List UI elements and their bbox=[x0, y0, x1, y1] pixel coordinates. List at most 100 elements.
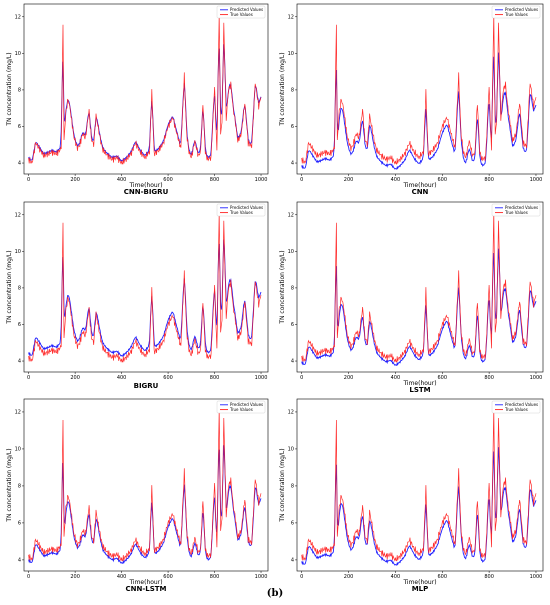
legend-box bbox=[491, 5, 541, 19]
legend-entry-predicted: Predicted Values bbox=[230, 205, 263, 210]
chart-panel-4: 0 200 400 600 800 1000 4 6 8 10 12 Time(hour) TN con… bbox=[279, 201, 544, 394]
legend-entry-true: True Values bbox=[504, 12, 528, 17]
y-axis-label: TN concentration (mg/L) bbox=[279, 250, 286, 324]
x-tick-label: 200 bbox=[70, 177, 80, 183]
x-tick-label: 800 bbox=[484, 375, 494, 381]
y-tick-label: 12 bbox=[288, 410, 294, 416]
x-tick-label: 400 bbox=[117, 177, 127, 183]
y-tick-label: 6 bbox=[18, 521, 21, 527]
y-tick-label: 6 bbox=[291, 124, 294, 130]
y-tick-label: 4 bbox=[18, 558, 21, 564]
x-tick-label: 0 bbox=[27, 177, 30, 183]
legend-box bbox=[216, 400, 266, 414]
x-tick-label: 600 bbox=[163, 574, 173, 580]
x-tick-label: 400 bbox=[391, 375, 401, 381]
x-tick-label: 600 bbox=[163, 375, 173, 381]
y-axis-label: TN concentration (mg/L) bbox=[6, 52, 13, 126]
legend-entry-predicted: Predicted Values bbox=[505, 7, 538, 12]
chart-panel-6: 0 200 400 600 800 1000 4 6 8 10 12 Time(hour) TN con… bbox=[279, 398, 544, 593]
x-tick-label: 1000 bbox=[530, 574, 543, 580]
y-tick-label: 12 bbox=[15, 212, 21, 218]
x-tick-label: 1000 bbox=[530, 375, 543, 381]
y-tick-label: 12 bbox=[288, 14, 294, 20]
y-tick-label: 4 bbox=[291, 161, 294, 167]
legend-entry-predicted: Predicted Values bbox=[505, 205, 538, 210]
y-tick-label: 10 bbox=[288, 249, 294, 255]
legend-entry-predicted: Predicted Values bbox=[230, 7, 263, 12]
y-tick-label: 8 bbox=[18, 88, 21, 94]
figure-label: (b) bbox=[266, 588, 284, 599]
y-axis-label: TN concentration (mg/L) bbox=[279, 448, 286, 522]
legend-entry-true: True Values bbox=[229, 407, 253, 412]
x-tick-label: 1000 bbox=[255, 574, 268, 580]
legend-entry-true: True Values bbox=[229, 210, 253, 215]
x-tick-label: 1000 bbox=[530, 177, 543, 183]
y-tick-label: 4 bbox=[18, 359, 21, 365]
x-tick-label: 800 bbox=[484, 177, 494, 183]
plot-frame bbox=[23, 201, 269, 373]
plot-frame bbox=[296, 201, 544, 373]
chart-panel-5: 0 200 400 600 800 1000 4 6 8 10 12 Time(hour) TN con… bbox=[6, 398, 269, 593]
legend-entry-true: True Values bbox=[504, 407, 528, 412]
y-tick-label: 8 bbox=[291, 286, 294, 292]
x-tick-label: 0 bbox=[27, 574, 30, 580]
y-tick-label: 12 bbox=[288, 212, 294, 218]
true-series-line bbox=[28, 211, 262, 363]
true-series-line bbox=[301, 211, 537, 363]
y-tick-label: 4 bbox=[291, 558, 294, 564]
plot-frame bbox=[23, 3, 269, 175]
y-tick-label: 6 bbox=[291, 521, 294, 527]
y-tick-label: 4 bbox=[18, 161, 21, 167]
panel-caption: CNN bbox=[412, 188, 429, 196]
true-series-line bbox=[301, 408, 537, 562]
x-tick-label: 0 bbox=[300, 574, 303, 580]
x-tick-label: 200 bbox=[70, 375, 80, 381]
plot-frame bbox=[296, 3, 544, 175]
y-tick-label: 12 bbox=[15, 14, 21, 20]
chart-panel-3: 0 200 400 600 800 1000 4 6 8 10 12 TN concentration… bbox=[6, 201, 269, 390]
legend-entry-predicted: Predicted Values bbox=[505, 402, 538, 407]
y-tick-label: 8 bbox=[291, 88, 294, 94]
legend-box bbox=[216, 5, 266, 19]
y-tick-label: 12 bbox=[15, 410, 21, 416]
panel-caption: CNN-BIGRU bbox=[124, 188, 169, 196]
y-axis-label: TN concentration (mg/L) bbox=[6, 250, 13, 324]
y-tick-label: 10 bbox=[288, 51, 294, 57]
x-tick-label: 0 bbox=[27, 375, 30, 381]
x-tick-label: 200 bbox=[344, 375, 354, 381]
x-tick-label: 600 bbox=[437, 177, 447, 183]
y-tick-label: 6 bbox=[18, 322, 21, 328]
legend-entry-true: True Values bbox=[229, 12, 253, 17]
x-tick-label: 600 bbox=[437, 375, 447, 381]
y-tick-label: 4 bbox=[291, 359, 294, 365]
x-tick-label: 0 bbox=[300, 375, 303, 381]
y-tick-label: 8 bbox=[291, 484, 294, 490]
panel-caption: LSTM bbox=[409, 386, 430, 394]
legend-box bbox=[216, 203, 266, 217]
y-axis-label: TN concentration (mg/L) bbox=[279, 52, 286, 126]
y-tick-label: 10 bbox=[15, 447, 21, 453]
x-axis-label: Time(hour) bbox=[402, 182, 436, 189]
true-series-line bbox=[28, 408, 262, 562]
y-tick-label: 8 bbox=[18, 484, 21, 490]
true-series-line bbox=[301, 13, 537, 165]
x-tick-label: 200 bbox=[70, 574, 80, 580]
plot-frame bbox=[23, 398, 269, 572]
panel-caption: MLP bbox=[412, 585, 429, 593]
x-tick-label: 800 bbox=[210, 574, 220, 580]
x-tick-label: 200 bbox=[344, 574, 354, 580]
plot-frame bbox=[296, 398, 544, 572]
y-tick-label: 10 bbox=[15, 51, 21, 57]
panel-caption: BIGRU bbox=[134, 382, 159, 390]
panel-caption: CNN-LSTM bbox=[125, 585, 166, 593]
true-series-line bbox=[28, 13, 262, 165]
x-tick-label: 800 bbox=[484, 574, 494, 580]
x-tick-label: 600 bbox=[437, 574, 447, 580]
legend-box bbox=[491, 203, 541, 217]
x-tick-label: 0 bbox=[300, 177, 303, 183]
y-tick-label: 10 bbox=[288, 447, 294, 453]
